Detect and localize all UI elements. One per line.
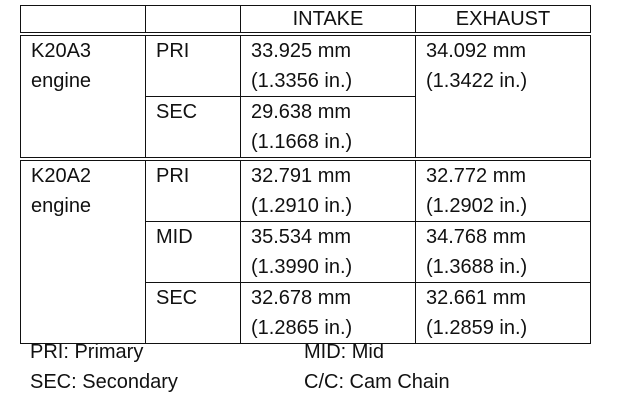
legend-item: SEC: Secondary — [30, 371, 178, 393]
legend-row: SEC: Secondary C/C: Cam Chain — [30, 367, 450, 397]
table-row: K20A3 engine PRI 33.925 mm (1.3356 in.) 34.09… — [20, 32, 591, 160]
position-cell: SEC — [145, 282, 241, 344]
legend-row: PRI: Primary MID: Mid — [30, 337, 450, 367]
cell-line: (1.2865 in.) — [251, 317, 353, 339]
exhaust-cell: 34.092 mm (1.3422 in.) — [415, 32, 591, 160]
table-row: SEC 29.638 mm (1.1668 in.) — [21, 96, 591, 160]
position-cell: SEC — [145, 96, 241, 160]
intake-cell: 32.678 mm (1.2865 in.) — [240, 282, 416, 344]
cell-line: engine — [31, 70, 92, 92]
engine-cell: K20A3 engine — [20, 32, 146, 160]
cell-line: 35.534 mm — [251, 226, 352, 248]
cell-line: engine — [31, 195, 92, 217]
cell-line: (1.3688 in.) — [426, 256, 528, 278]
intake-cell: 29.638 mm (1.1668 in.) — [240, 96, 416, 160]
cell-line: 29.638 mm — [251, 101, 352, 123]
header-cell — [20, 5, 146, 36]
header-row: INTAKE EXHAUST — [20, 5, 591, 36]
cell-line: (1.1668 in.) — [251, 131, 353, 153]
cell-line: 32.791 mm — [251, 165, 352, 187]
position-cell: MID — [145, 221, 241, 283]
table-row: SEC 32.678 mm (1.2865 in.) 32.661 mm (1.2859… — [21, 282, 591, 344]
engine-cell: K20A2 engine — [20, 157, 146, 344]
cell-line: (1.2859 in.) — [426, 317, 528, 339]
exhaust-cell: 32.772 mm (1.2902 in.) — [415, 157, 591, 222]
cell-line: (1.2910 in.) — [251, 195, 353, 217]
intake-cell: 33.925 mm (1.3356 in.) — [240, 32, 416, 97]
cell-line: 33.925 mm — [251, 40, 352, 62]
exhaust-cell: 32.661 mm (1.2859 in.) — [415, 282, 591, 344]
table-row: K20A2 engine PRI 32.791 mm (1.2910 in.) 32.77… — [20, 157, 591, 344]
cell-line: (1.3990 in.) — [251, 256, 353, 278]
cell-line: K20A3 — [31, 40, 92, 62]
cell-line: 34.768 mm — [426, 226, 527, 248]
intake-cell: 32.791 mm (1.2910 in.) — [240, 157, 416, 222]
legend-item: MID: Mid — [304, 341, 384, 363]
legend-item: C/C: Cam Chain — [304, 371, 450, 393]
intake-cell: 35.534 mm (1.3990 in.) — [240, 221, 416, 283]
legend-item: PRI: Primary — [30, 341, 144, 363]
spec-table: INTAKE EXHAUST K20A3 engine PRI 33.925 mm (1.3… — [20, 5, 591, 344]
exhaust-cell: 34.768 mm (1.3688 in.) — [415, 221, 591, 283]
cell-line: (1.3422 in.) — [426, 70, 528, 92]
cell-line: 34.092 mm — [426, 40, 527, 62]
cell-line: K20A2 — [31, 165, 92, 187]
cell-line: 32.661 mm — [426, 287, 527, 309]
header-cell: EXHAUST — [415, 5, 591, 36]
legend: PRI: Primary MID: Mid SEC: Secondary C/C: C… — [30, 337, 450, 397]
header-cell — [145, 5, 241, 36]
table-row: MID 35.534 mm (1.3990 in.) 34.768 mm (1.3688… — [21, 221, 591, 283]
cell-line: 32.678 mm — [251, 287, 352, 309]
position-cell: PRI — [145, 157, 241, 222]
cell-line: 32.772 mm — [426, 165, 527, 187]
cell-line: (1.3356 in.) — [251, 70, 353, 92]
header-cell: INTAKE — [240, 5, 416, 36]
cell-line: (1.2902 in.) — [426, 195, 528, 217]
position-cell: PRI — [145, 32, 241, 97]
